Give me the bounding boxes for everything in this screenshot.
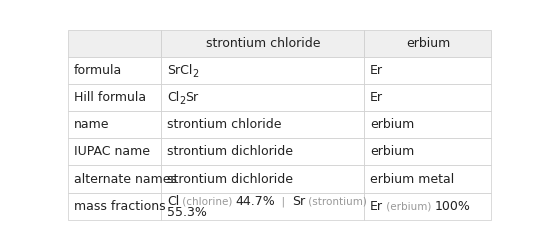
Text: strontium chloride: strontium chloride <box>167 118 281 131</box>
Text: 2: 2 <box>179 96 185 106</box>
Text: |: | <box>276 196 292 206</box>
Text: Sr: Sr <box>292 195 305 208</box>
Text: Er: Er <box>370 200 383 213</box>
Bar <box>365 30 491 57</box>
Text: Hill formula: Hill formula <box>74 91 146 104</box>
Bar <box>162 84 365 111</box>
Bar <box>162 165 365 193</box>
Text: Cl: Cl <box>167 91 179 104</box>
Text: strontium dichloride: strontium dichloride <box>167 145 293 158</box>
Text: (chlorine): (chlorine) <box>179 196 236 206</box>
Bar <box>68 193 162 220</box>
Bar <box>365 138 491 165</box>
Bar <box>365 111 491 138</box>
Text: alternate names: alternate names <box>74 173 177 185</box>
Bar <box>68 111 162 138</box>
Text: 100%: 100% <box>435 200 471 213</box>
Text: erbium: erbium <box>370 145 414 158</box>
Text: Sr: Sr <box>185 91 198 104</box>
Text: erbium: erbium <box>406 37 450 50</box>
Bar <box>365 193 491 220</box>
Text: formula: formula <box>74 64 122 77</box>
Text: (erbium): (erbium) <box>383 201 435 211</box>
Text: erbium metal: erbium metal <box>370 173 454 185</box>
Bar <box>162 30 365 57</box>
Bar <box>68 165 162 193</box>
Text: 44.7%: 44.7% <box>236 195 276 208</box>
Text: Cl: Cl <box>167 195 179 208</box>
Bar <box>162 111 365 138</box>
Bar <box>162 193 365 220</box>
Text: (strontium): (strontium) <box>305 196 367 206</box>
Bar <box>162 57 365 84</box>
Text: erbium: erbium <box>370 118 414 131</box>
Text: mass fractions: mass fractions <box>74 200 165 213</box>
Bar <box>162 138 365 165</box>
Bar <box>68 84 162 111</box>
Text: Er: Er <box>370 91 383 104</box>
Text: strontium chloride: strontium chloride <box>206 37 320 50</box>
Bar <box>68 30 162 57</box>
Bar <box>68 138 162 165</box>
Text: 55.3%: 55.3% <box>167 206 207 219</box>
Bar <box>68 57 162 84</box>
Text: SrCl: SrCl <box>167 64 192 77</box>
Bar <box>365 57 491 84</box>
Text: IUPAC name: IUPAC name <box>74 145 150 158</box>
Bar <box>365 165 491 193</box>
Text: 2: 2 <box>192 69 198 79</box>
Bar <box>365 84 491 111</box>
Text: name: name <box>74 118 109 131</box>
Text: strontium dichloride: strontium dichloride <box>167 173 293 185</box>
Text: Er: Er <box>370 64 383 77</box>
